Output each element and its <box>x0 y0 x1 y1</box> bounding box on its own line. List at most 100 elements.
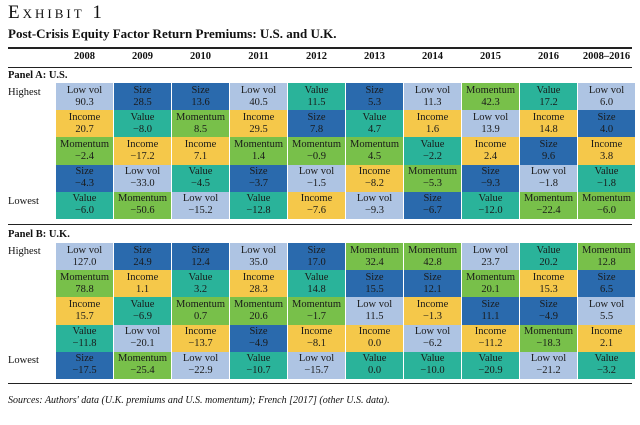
factor-name: Size <box>423 271 442 283</box>
factor-return: 20.7 <box>75 123 94 135</box>
factor-return: 24.9 <box>133 256 152 268</box>
factor-cell: Momentum 1.4 <box>230 137 287 165</box>
panel-a-label: Panel A: U.S. <box>8 70 68 81</box>
factor-cell: Momentum −18.3 <box>520 324 577 352</box>
factor-return: 6.5 <box>599 283 614 295</box>
factor-return: 28.5 <box>133 96 152 108</box>
factor-cell: Value −10.0 <box>404 351 461 379</box>
factor-name: Low vol <box>414 84 451 96</box>
factor-return: 4.0 <box>599 123 614 135</box>
factor-return: 0.7 <box>193 310 208 322</box>
factor-return: −4.9 <box>538 310 559 322</box>
factor-return: −8.2 <box>364 178 385 190</box>
factor-cell: Size 12.1 <box>404 270 461 298</box>
factor-name: Low vol <box>356 193 393 205</box>
factor-name: Income <box>590 138 623 150</box>
factor-cell: Income −7.6 <box>288 191 345 219</box>
factor-name: Size <box>191 84 210 96</box>
factor-return: 12.8 <box>597 256 616 268</box>
factor-return: −0.9 <box>306 150 327 162</box>
factor-cell: Momentum −25.4 <box>114 351 171 379</box>
factor-name: Income <box>184 326 217 338</box>
factor-return: 11.3 <box>423 96 442 108</box>
factor-cell: Income −8.2 <box>346 164 403 192</box>
factor-name: Income <box>300 326 333 338</box>
factor-name: Size <box>481 166 500 178</box>
factor-name: Income <box>242 111 275 123</box>
factor-name: Value <box>72 326 97 338</box>
factor-name: Low vol <box>298 353 335 365</box>
factor-name: Size <box>249 326 268 338</box>
factor-return: 12.1 <box>423 283 442 295</box>
factor-name: Momentum <box>466 84 515 96</box>
factor-cell: Momentum −50.6 <box>114 191 171 219</box>
factor-name: Size <box>133 84 152 96</box>
factor-cell: Value 14.8 <box>288 270 345 298</box>
factor-return: 5.3 <box>367 96 382 108</box>
year-header: 2008–2016 <box>582 51 631 62</box>
factor-name: Momentum <box>292 138 341 150</box>
factor-name: Momentum <box>234 298 283 310</box>
factor-cell: Value 3.2 <box>172 270 229 298</box>
factor-cell: Income 7.1 <box>172 137 229 165</box>
factor-name: Low vol <box>530 353 567 365</box>
factor-name: Low vol <box>240 244 277 256</box>
factor-cell: Size −3.7 <box>230 164 287 192</box>
factor-cell: Low vol 13.9 <box>462 110 519 138</box>
factor-cell: Low vol −1.5 <box>288 164 345 192</box>
factor-name: Income <box>532 111 565 123</box>
factor-name: Value <box>246 193 271 205</box>
factor-name: Income <box>68 298 101 310</box>
factor-name: Value <box>536 84 561 96</box>
factor-name: Value <box>478 353 503 365</box>
factor-cell: Low vol 11.5 <box>346 297 403 325</box>
factor-cell: Income 1.6 <box>404 110 461 138</box>
factor-name: Size <box>365 271 384 283</box>
factor-cell: Low vol −6.2 <box>404 324 461 352</box>
factor-return: 15.3 <box>539 283 558 295</box>
factor-return: 32.4 <box>365 256 384 268</box>
factor-return: 78.8 <box>75 283 94 295</box>
factor-cell: Momentum −22.4 <box>520 191 577 219</box>
factor-name: Size <box>539 298 558 310</box>
factor-name: Momentum <box>60 271 109 283</box>
factor-name: Low vol <box>588 298 625 310</box>
factor-return: −10.0 <box>420 365 445 377</box>
factor-cell: Value −2.2 <box>404 137 461 165</box>
factor-return: 42.8 <box>423 256 442 268</box>
factor-return: −1.8 <box>596 178 617 190</box>
factor-cell: Value −6.9 <box>114 297 171 325</box>
factor-name: Momentum <box>408 244 457 256</box>
factor-name: Low vol <box>124 326 161 338</box>
factor-return: −20.1 <box>130 338 155 350</box>
factor-return: 3.8 <box>599 150 614 162</box>
factor-cell: Size 17.0 <box>288 243 345 271</box>
factor-cell: Value 17.2 <box>520 83 577 111</box>
factor-return: 3.2 <box>193 283 208 295</box>
factor-name: Income <box>532 271 565 283</box>
factor-return: −3.7 <box>248 178 269 190</box>
factor-return: −22.4 <box>536 205 561 217</box>
factor-cell: Value −6.0 <box>56 191 113 219</box>
factor-return: 20.1 <box>481 283 500 295</box>
factor-name: Value <box>304 84 329 96</box>
factor-name: Low vol <box>182 353 219 365</box>
factor-name: Value <box>420 353 445 365</box>
factor-name: Low vol <box>298 166 335 178</box>
factor-return: 5.5 <box>599 310 614 322</box>
factor-return: −6.0 <box>596 205 617 217</box>
factor-return: 29.5 <box>249 123 268 135</box>
panel-b-label: Panel B: U.K. <box>8 229 70 240</box>
factor-return: −6.7 <box>422 205 443 217</box>
factor-name: Income <box>416 298 449 310</box>
factor-return: 11.5 <box>307 96 326 108</box>
factor-cell: Low vol 5.5 <box>578 297 635 325</box>
factor-cell: Income −8.1 <box>288 324 345 352</box>
factor-cell: Size 11.1 <box>462 297 519 325</box>
factor-name: Momentum <box>292 298 341 310</box>
panel-b-grid: Low vol 127.0 Size 24.9 Size 12.4 Low vol 35.0 S… <box>56 243 635 379</box>
factor-return: −6.9 <box>132 310 153 322</box>
factor-return: 20.6 <box>249 310 268 322</box>
factor-name: Size <box>423 193 442 205</box>
factor-cell: Low vol 6.0 <box>578 83 635 111</box>
